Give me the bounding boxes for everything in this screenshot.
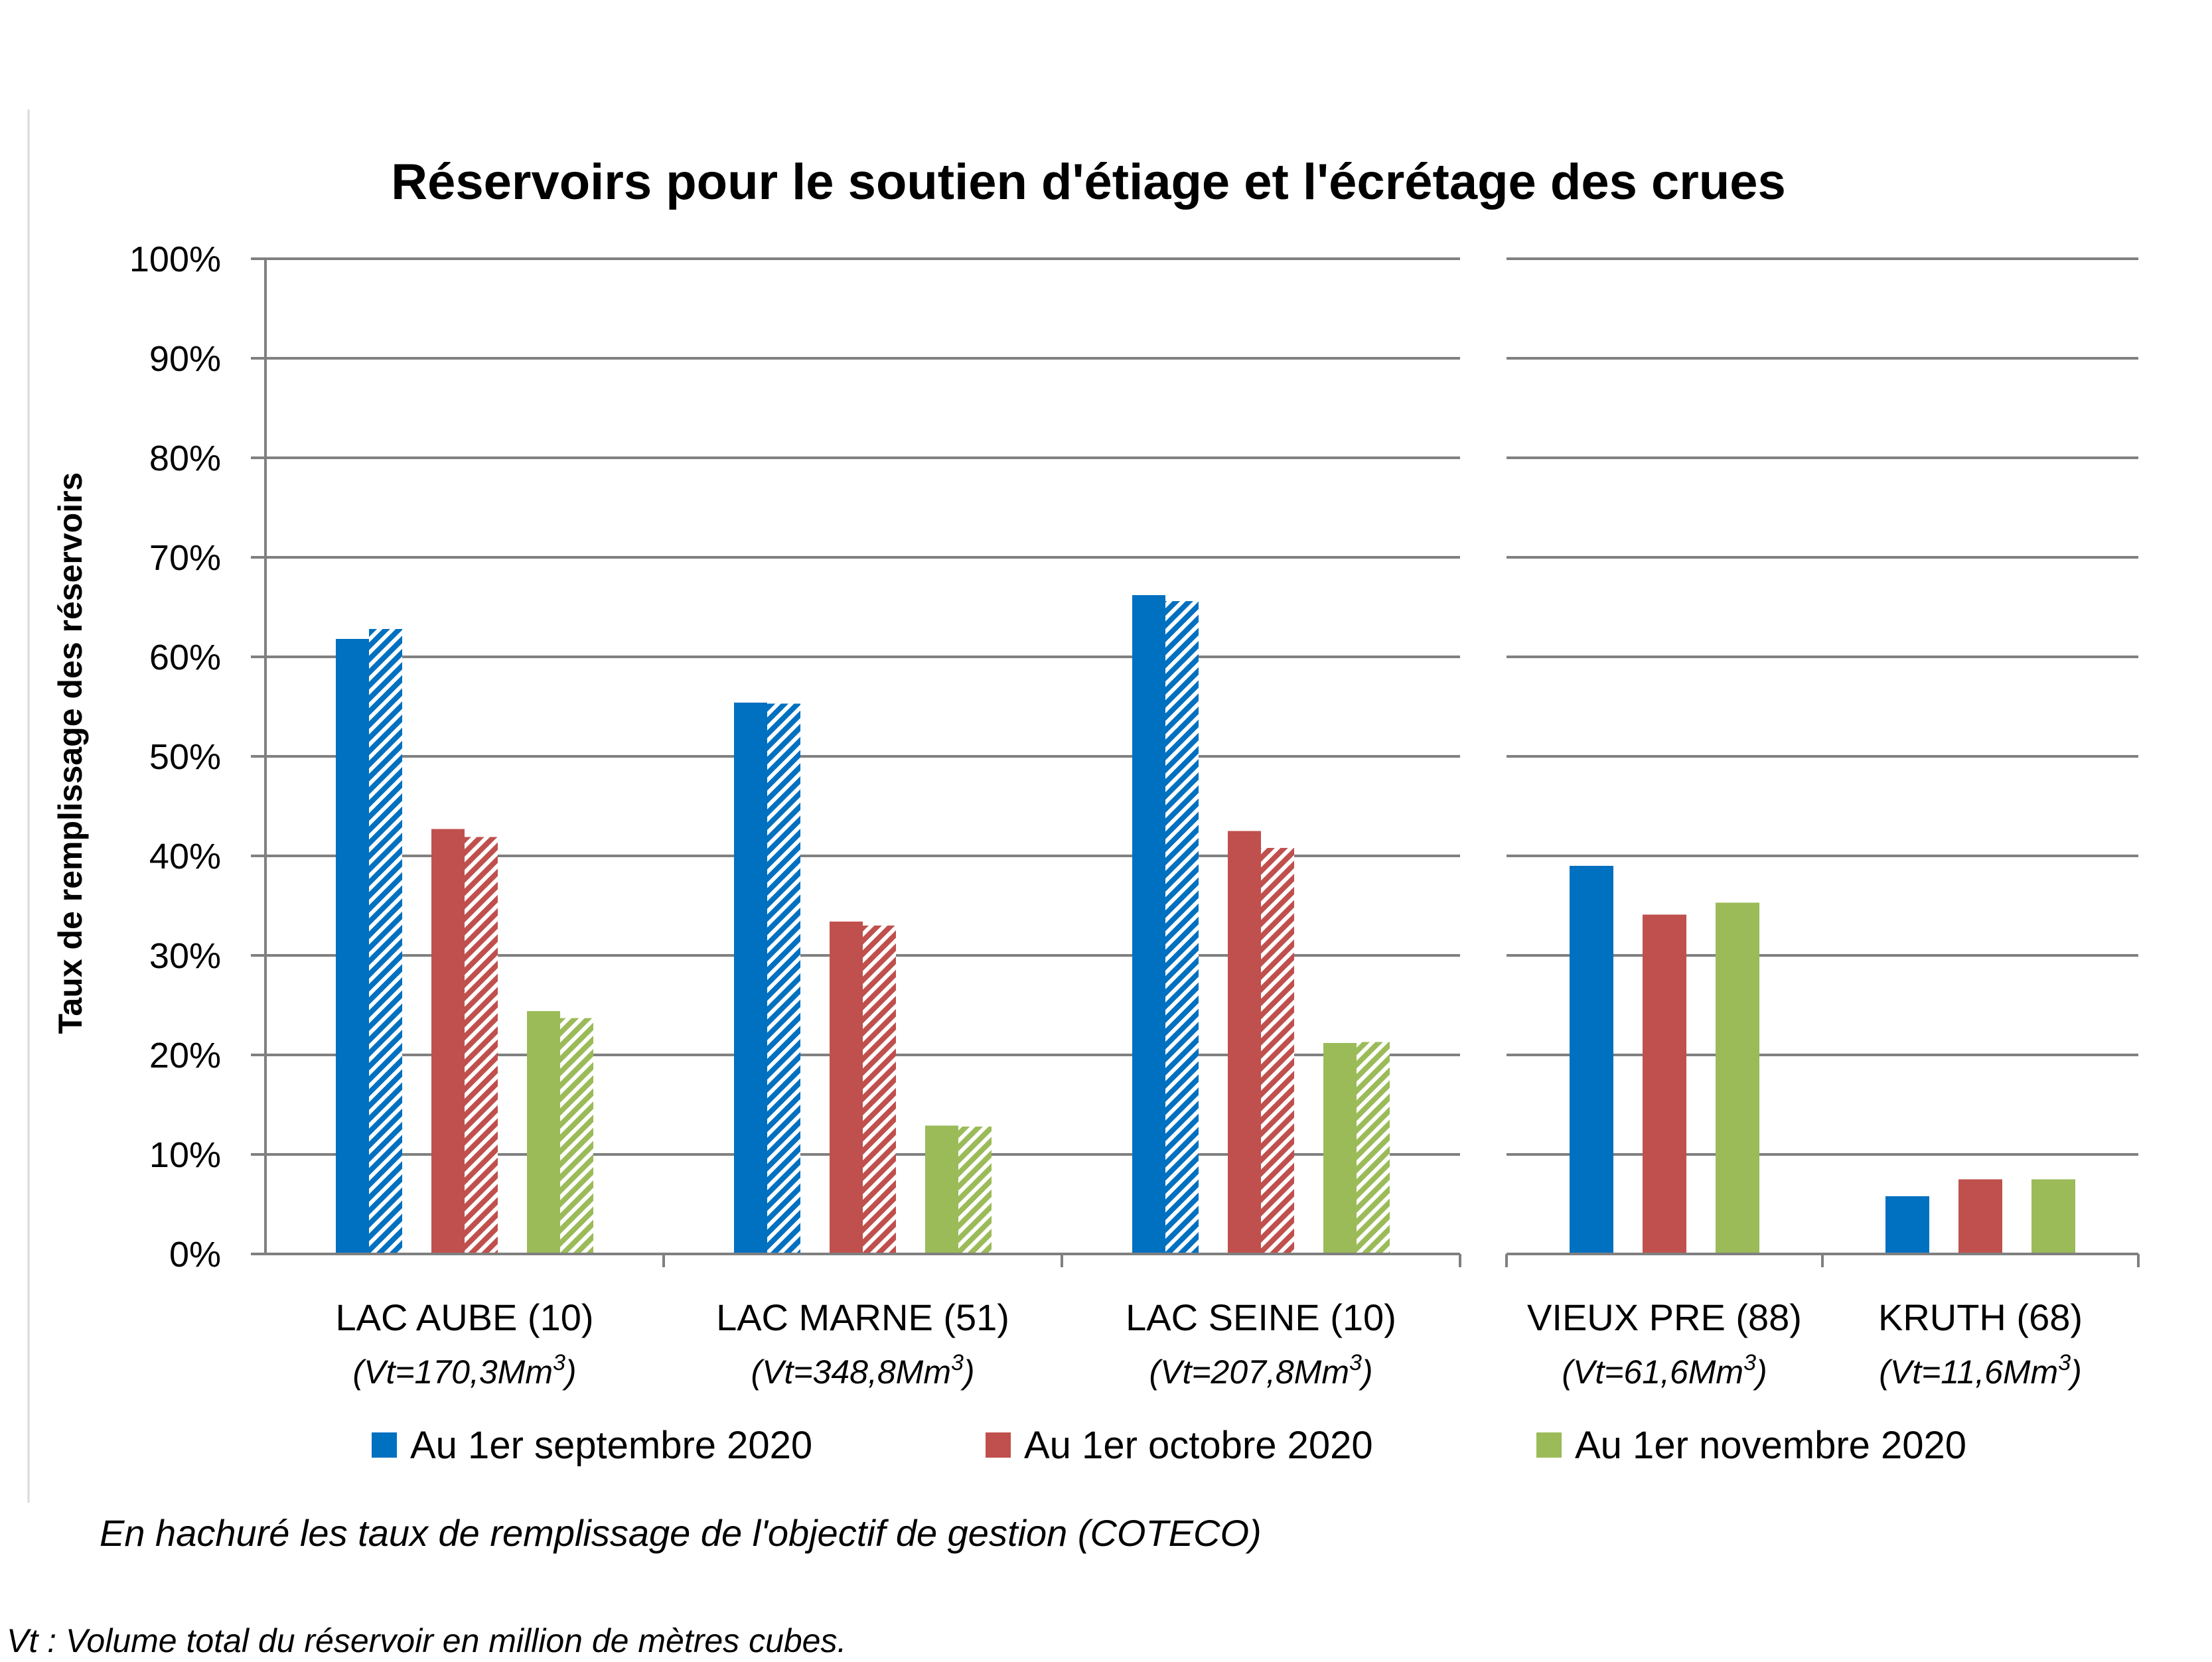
hatch-note: En hachuré les taux de remplissage de l'… xyxy=(100,1512,1262,1554)
bar-lac-seine-10--series-0 xyxy=(1132,595,1165,1254)
bar-lac-seine-10--series-2 xyxy=(1323,1043,1357,1254)
legend: Au 1er septembre 2020 Au 1er octobre 2020… xyxy=(372,1424,1966,1467)
y-tick-label: 30% xyxy=(149,936,221,976)
bar-lac-marne-51--series-1 xyxy=(830,922,863,1254)
y-tick-label: 0% xyxy=(169,1235,221,1275)
objective-bar-lac-seine-10--series-2 xyxy=(1357,1042,1390,1255)
y-tick-label: 20% xyxy=(149,1036,221,1075)
bar-lac-aube-10--series-1 xyxy=(431,829,465,1255)
bar-kruth-68--series-1 xyxy=(1958,1180,2002,1255)
y-tick-label: 60% xyxy=(149,638,221,677)
objective-bar-lac-marne-51--series-1 xyxy=(863,926,896,1254)
objective-bar-lac-seine-10--series-1 xyxy=(1261,848,1294,1254)
objective-bar-lac-aube-10--series-1 xyxy=(465,837,498,1255)
objective-bar-lac-aube-10--series-0 xyxy=(369,629,402,1254)
y-tick-label: 40% xyxy=(149,837,221,876)
bar-lac-marne-51--series-2 xyxy=(925,1126,958,1255)
bar-lac-marne-51--series-0 xyxy=(734,703,767,1254)
y-tick-label: 70% xyxy=(149,538,221,578)
category-label: VIEUX PRE (88) xyxy=(1527,1296,1802,1338)
category-volume-label: (Vt=11,6Mm3) xyxy=(1879,1350,2082,1391)
category-labels: LAC AUBE (10) (Vt=170,3Mm3) LAC MARNE (51)… xyxy=(335,1296,2083,1391)
category-volume-label: (Vt=170,3Mm3) xyxy=(352,1350,576,1391)
category-label: LAC MARNE (51) xyxy=(716,1296,1009,1338)
bar-lac-aube-10--series-0 xyxy=(336,639,369,1254)
category-volume-label: (Vt=61,6Mm3) xyxy=(1562,1350,1767,1391)
legend-label: Au 1er septembre 2020 xyxy=(410,1424,812,1467)
legend-swatch xyxy=(986,1432,1011,1458)
objective-bar-lac-marne-51--series-2 xyxy=(958,1127,992,1254)
y-tick-label: 50% xyxy=(149,737,221,777)
legend-swatch xyxy=(1536,1432,1562,1458)
category-volume-label: (Vt=348,8Mm3) xyxy=(751,1350,974,1391)
legend-swatch xyxy=(372,1432,397,1458)
category-label: KRUTH (68) xyxy=(1878,1296,2083,1338)
objective-bar-lac-seine-10--series-0 xyxy=(1165,601,1199,1254)
y-tick-label: 10% xyxy=(149,1135,221,1175)
y-tick-label: 90% xyxy=(149,339,221,379)
y-tick-labels: 0% 10% 20% 30% 40% 50% 60% 70% 80% 90% 100% xyxy=(129,240,265,1275)
volume-footnote: Vt : Volume total du réservoir en millio… xyxy=(7,1622,846,1659)
category-label: LAC SEINE (10) xyxy=(1126,1296,1396,1338)
legend-label: Au 1er novembre 2020 xyxy=(1575,1424,1966,1467)
bar-kruth-68--series-2 xyxy=(2031,1180,2075,1255)
bar-lac-seine-10--series-1 xyxy=(1228,831,1261,1255)
bar-lac-aube-10--series-2 xyxy=(527,1011,560,1254)
chart-container: Réservoirs pour le soutien d'étiage et l… xyxy=(0,0,2212,1659)
y-tick-label: 80% xyxy=(149,439,221,478)
bar-kruth-68--series-0 xyxy=(1885,1196,1929,1254)
y-tick-label: 100% xyxy=(129,240,221,279)
y-axis-label: Taux de remplissage des réservoirs xyxy=(52,472,89,1034)
bar-vieux-pre-88--series-2 xyxy=(1716,903,1759,1255)
objective-bar-lac-aube-10--series-2 xyxy=(560,1018,593,1255)
chart-title: Réservoirs pour le soutien d'étiage et l… xyxy=(391,154,1786,210)
category-label: LAC AUBE (10) xyxy=(335,1296,593,1338)
chart-svg: Réservoirs pour le soutien d'étiage et l… xyxy=(0,0,2212,1659)
category-volume-label: (Vt=207,8Mm3) xyxy=(1149,1350,1372,1391)
bar-vieux-pre-88--series-1 xyxy=(1643,915,1686,1255)
legend-label: Au 1er octobre 2020 xyxy=(1024,1424,1373,1467)
objective-bar-lac-marne-51--series-0 xyxy=(767,704,800,1255)
bar-vieux-pre-88--series-0 xyxy=(1570,866,1613,1254)
